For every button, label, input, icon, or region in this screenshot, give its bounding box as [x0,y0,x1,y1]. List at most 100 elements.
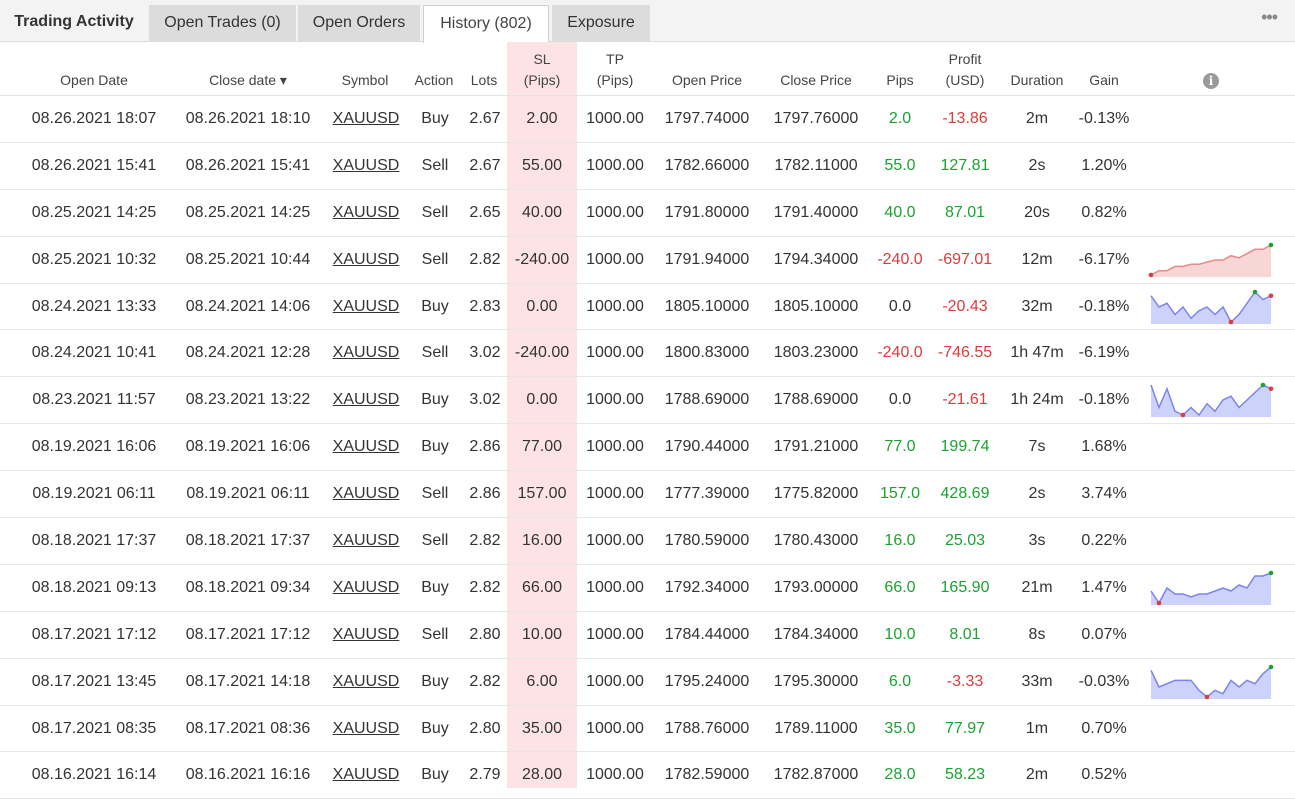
table-row[interactable]: 08.23.2021 11:57 08.23.2021 13:22 XAUUSD Bu… [0,377,1295,425]
cell-symbol[interactable]: XAUUSD [332,297,400,315]
table-row[interactable]: 08.18.2021 09:13 08.18.2021 09:34 XAUUSD Bu… [0,565,1295,612]
sparkline-max-point [1268,242,1274,247]
header-gain[interactable]: Gain [1089,72,1119,88]
cell-duration: 2m [1025,110,1049,127]
cell-close-price: 1780.43000 [773,532,859,550]
cell-open-price: 1784.44000 [664,625,750,643]
header-open-date[interactable]: Open Date [60,72,128,88]
cell-lots: 2.82 [469,672,501,690]
header-close-price[interactable]: Close Price [780,72,852,88]
cell-action: Buy [421,672,449,690]
tab-history[interactable]: History (802) [423,5,549,43]
cell-symbol[interactable]: XAUUSD [332,672,400,690]
cell-close-date: 08.24.2021 12:28 [185,344,311,362]
cell-gain: -6.17% [1078,250,1130,268]
cell-symbol[interactable]: XAUUSD [332,438,400,456]
cell-duration: 3s [1028,532,1046,550]
cell-action: Sell [421,625,449,643]
cell-tp: 1000.00 [586,578,644,596]
header-pips[interactable]: Pips [886,72,914,88]
header-tp-label: TP [606,51,624,67]
table-row[interactable]: 08.17.2021 17:12 08.17.2021 17:12 XAUUSD Se… [0,612,1295,659]
cell-sl: -240.00 [514,344,570,362]
cell-profit: 127.81 [940,156,990,174]
cell-symbol[interactable]: XAUUSD [332,719,400,737]
tab-open-orders[interactable]: Open Orders [298,5,420,42]
table-row[interactable]: 08.17.2021 08:35 08.17.2021 08:36 XAUUSD Bu… [0,706,1295,753]
header-tp-unit: (Pips) [596,72,634,88]
cell-action: Sell [421,344,449,362]
header-duration[interactable]: Duration [1010,72,1064,88]
cell-symbol[interactable]: XAUUSD [332,766,400,784]
cell-duration: 2s [1028,156,1046,174]
cell-open-date: 08.17.2021 08:35 [31,719,157,737]
cell-lots: 3.02 [469,344,501,362]
header-lots[interactable]: Lots [470,72,498,88]
table-row[interactable]: 08.18.2021 17:37 08.18.2021 17:37 XAUUSD Se… [0,518,1295,565]
cell-symbol[interactable]: XAUUSD [332,344,400,362]
sparkline-min-point [1180,413,1186,418]
trade-sparkline-chart [1150,289,1274,324]
cell-close-date: 08.18.2021 09:34 [185,578,311,596]
table-row[interactable]: 08.24.2021 13:33 08.24.2021 14:06 XAUUSD Bu… [0,284,1295,331]
cell-duration: 21m [1021,578,1053,596]
cell-duration: 1h 24m [1010,391,1064,409]
table-row[interactable]: 08.19.2021 06:11 08.19.2021 06:11 XAUUSD Se… [0,471,1295,519]
table-row[interactable]: 08.26.2021 18:07 08.26.2021 18:10 XAUUSD Bu… [0,96,1295,143]
cell-sl: 0.00 [526,297,558,315]
cell-pips: 6.0 [888,672,912,690]
sparkline-min-point [1228,319,1234,324]
cell-close-date: 08.17.2021 08:36 [185,719,311,737]
cell-tp: 1000.00 [586,110,644,127]
header-symbol[interactable]: Symbol [341,72,389,88]
cell-close-date: 08.19.2021 16:06 [185,438,311,456]
cell-close-price: 1791.40000 [773,203,859,221]
cell-symbol[interactable]: XAUUSD [332,110,400,127]
cell-symbol[interactable]: XAUUSD [332,625,400,643]
header-close-date[interactable]: Close date ▾ [209,72,287,88]
cell-symbol[interactable]: XAUUSD [332,485,400,503]
cell-symbol[interactable]: XAUUSD [332,391,400,409]
cell-symbol[interactable]: XAUUSD [332,156,400,174]
cell-gain: -0.18% [1078,297,1130,315]
cell-open-price: 1788.76000 [664,719,750,737]
cell-duration: 1h 47m [1010,344,1064,362]
cell-sl: 77.00 [521,438,563,456]
header-action[interactable]: Action [414,72,454,88]
cell-sl: 66.00 [521,578,563,596]
cell-tp: 1000.00 [586,672,644,690]
cell-profit: 165.90 [940,578,990,596]
cell-symbol[interactable]: XAUUSD [332,203,400,221]
sparkline-line [1150,384,1272,417]
table-row[interactable]: 08.26.2021 15:41 08.26.2021 15:41 XAUUSD Se… [0,143,1295,190]
cell-close-date: 08.17.2021 17:12 [185,625,311,643]
cell-action: Buy [421,719,449,737]
table-row[interactable]: 08.24.2021 10:41 08.24.2021 12:28 XAUUSD Se… [0,330,1295,378]
cell-symbol[interactable]: XAUUSD [332,250,400,268]
cell-tp: 1000.00 [586,297,644,315]
table-row[interactable]: 08.25.2021 14:25 08.25.2021 14:25 XAUUSD Se… [0,190,1295,237]
table-row[interactable]: 08.25.2021 10:32 08.25.2021 10:44 XAUUSD Se… [0,237,1295,284]
cell-sl: 16.00 [521,532,563,550]
cell-close-price: 1795.30000 [773,672,859,690]
cell-symbol[interactable]: XAUUSD [332,578,400,596]
table-row[interactable]: 08.19.2021 16:06 08.19.2021 16:06 XAUUSD Bu… [0,424,1295,472]
cell-open-date: 08.26.2021 18:07 [31,110,157,127]
more-options-icon[interactable]: ••• [1261,7,1278,27]
tab-exposure[interactable]: Exposure [552,5,650,42]
tab-open-trades[interactable]: Open Trades (0) [149,5,296,42]
cell-symbol[interactable]: XAUUSD [332,532,400,550]
table-row[interactable]: 08.16.2021 16:14 08.16.2021 16:16 XAUUSD Bu… [0,752,1295,799]
info-icon[interactable]: i [1203,73,1219,89]
table-row[interactable]: 08.17.2021 13:45 08.17.2021 14:18 XAUUSD Bu… [0,659,1295,706]
cell-sl: 10.00 [521,625,563,643]
cell-duration: 12m [1021,250,1053,268]
header-sl[interactable]: SL (Pips) [507,49,577,91]
cell-tp: 1000.00 [586,625,644,643]
cell-duration: 2s [1028,485,1046,503]
cell-close-date: 08.18.2021 17:37 [185,532,311,550]
header-open-price[interactable]: Open Price [671,72,743,88]
cell-gain: 0.52% [1081,766,1127,784]
header-tp[interactable]: TP (Pips) [580,49,650,91]
header-profit[interactable]: Profit (USD) [935,49,995,91]
